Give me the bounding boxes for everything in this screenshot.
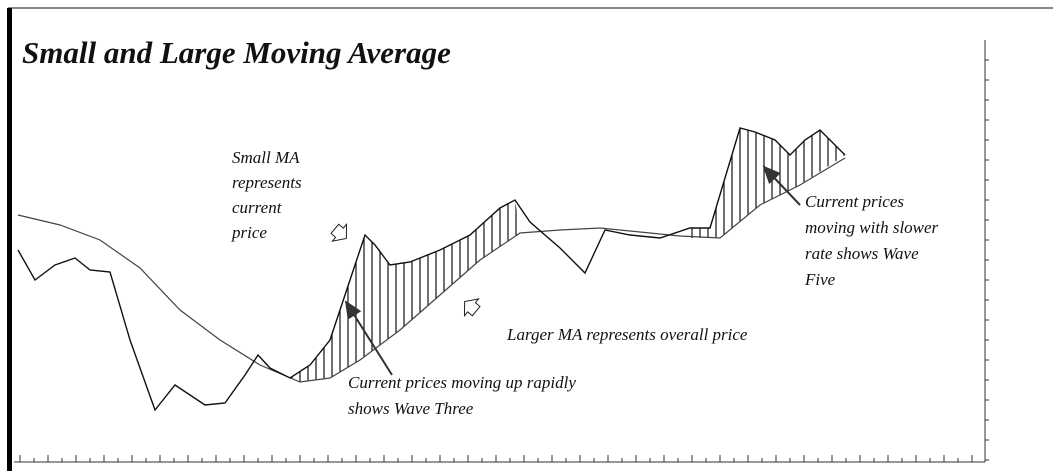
annotation: shows Wave Three [348, 399, 474, 418]
annotation: Small MA [232, 148, 300, 167]
annotation: Current prices moving up rapidly [348, 373, 576, 392]
annotation: represents [232, 173, 302, 192]
open-arrow [330, 222, 348, 242]
pointer-arrow [344, 300, 393, 376]
ticks [19, 59, 989, 462]
annotation: price [231, 223, 267, 242]
pointer-arrow [762, 165, 801, 206]
annotation: current [232, 198, 283, 217]
small-ma-line [17, 127, 846, 412]
hatch-wave-three [258, 200, 520, 382]
annotations: Small MA represents current price Current pr… [231, 148, 939, 418]
open-arrow [463, 298, 481, 318]
title: Small and Large Moving Average [22, 35, 451, 70]
annotation: rate shows Wave [805, 244, 919, 263]
annotation: Current prices [805, 192, 904, 211]
large-ma-line [17, 157, 846, 383]
left-border [7, 8, 12, 471]
annotation: Five [804, 270, 836, 289]
annotation: moving with slower [805, 218, 939, 237]
annotation: Larger MA represents overall price [506, 325, 748, 344]
